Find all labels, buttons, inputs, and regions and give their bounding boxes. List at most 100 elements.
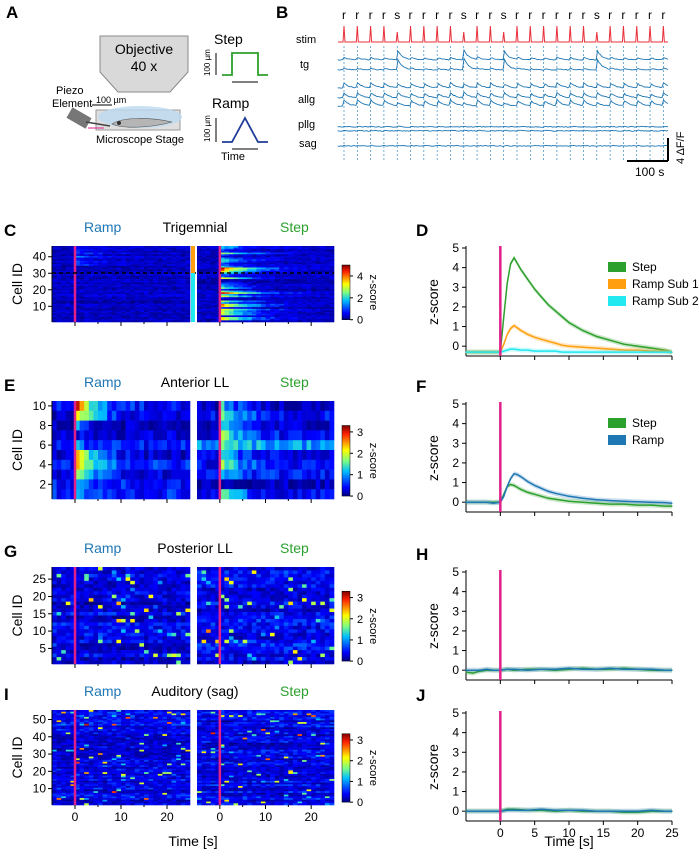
heatmap-cell	[153, 594, 159, 599]
heatmap-cell	[111, 292, 117, 295]
heatmap-cell	[274, 489, 280, 500]
heatmap-cell	[121, 300, 126, 303]
heatmap-cell	[228, 295, 234, 298]
heatmap-cell	[233, 605, 239, 609]
heatmap-cell	[228, 303, 234, 306]
heatmap-cell	[185, 615, 191, 620]
heatmap-cell	[157, 622, 163, 627]
heatmap-cell	[171, 277, 177, 280]
heatmap-cell	[79, 274, 85, 277]
heatmap-cell	[206, 305, 211, 308]
heatmap-cell	[56, 264, 62, 267]
heatmap-cell	[107, 320, 113, 323]
heatmap-cell	[98, 285, 103, 288]
stim-letter: r	[435, 8, 439, 22]
heatmap-cell	[153, 622, 159, 627]
heatmap-cell	[162, 275, 168, 278]
heatmap-cell	[256, 622, 262, 627]
heatmap-cell	[134, 584, 140, 589]
heatmap-cell	[320, 280, 326, 283]
heatmap-cell	[292, 282, 298, 285]
heatmap-cell	[311, 246, 317, 248]
heatmap-cell	[302, 601, 307, 606]
calcium-trace	[337, 57, 669, 71]
heatmap-cell	[176, 636, 182, 641]
heatmap-cell	[256, 320, 262, 323]
heatmap-cell	[167, 255, 172, 258]
heatmap-cell	[324, 632, 330, 637]
heatmap-cell	[201, 260, 207, 263]
heatmap-cell	[228, 257, 234, 260]
heatmap-cell	[288, 577, 294, 582]
heatmap-cell	[157, 279, 163, 281]
heatmap-cell	[274, 313, 280, 316]
heatmap-cell	[171, 598, 177, 602]
heatmap-cell	[185, 587, 191, 592]
heatmap-cell	[292, 250, 298, 253]
heatmap-cell	[56, 625, 62, 630]
heatmap-cell	[70, 643, 76, 647]
heatmap-cell	[171, 307, 177, 310]
colorbar	[341, 425, 351, 497]
heatmap-cell	[116, 657, 122, 661]
heatmap-cell	[297, 293, 303, 296]
heatmap-cell	[324, 489, 330, 500]
heatmap-cell	[102, 285, 108, 288]
heatmap-cell	[162, 269, 168, 272]
heatmap-cell	[180, 580, 186, 585]
heatmap-cell	[70, 420, 76, 431]
heatmap-cell	[176, 580, 182, 585]
heatmap-cell	[157, 292, 163, 295]
heatmap-cell	[111, 295, 117, 298]
heatmap-cell	[61, 650, 67, 654]
heatmap-cell	[219, 293, 225, 296]
heatmap-cell	[130, 260, 136, 263]
heatmap-cell	[306, 249, 312, 252]
heatmap-cell	[148, 264, 154, 267]
heatmap-cell	[219, 275, 225, 278]
heatmap-cell	[329, 284, 335, 286]
heatmap-cell	[197, 287, 202, 290]
heatmap-cell	[84, 284, 90, 286]
heatmap-cell	[302, 420, 307, 431]
heatmap-cell	[102, 310, 108, 313]
heatmap-cell	[52, 591, 57, 596]
heatmap-cell	[315, 297, 321, 300]
heatmap-cell	[297, 262, 303, 265]
heatmap-cell	[251, 584, 257, 589]
heatmap-cell	[111, 598, 117, 602]
heatmap-cell	[176, 577, 182, 582]
heatmap-cell	[88, 260, 94, 263]
colorbar-tick-label: 1	[357, 470, 363, 482]
heatmap-cell	[98, 264, 103, 267]
heatmap-cell	[270, 489, 275, 500]
heatmap-cell	[315, 260, 321, 263]
heatmap-cell	[185, 257, 191, 260]
heatmap-cell	[201, 594, 207, 599]
heatmap-cell	[228, 570, 234, 575]
heatmap-cell	[148, 262, 154, 265]
heatmap-cell	[139, 660, 145, 665]
heatmap-cell	[288, 255, 294, 258]
heatmap-cell	[116, 282, 122, 285]
heatmap-cell	[70, 288, 76, 291]
heatmap-cell	[111, 657, 117, 661]
heatmap-cell	[176, 260, 182, 263]
heatmap-cell	[206, 580, 211, 585]
heatmap-cell	[219, 440, 225, 451]
heatmap-cell	[270, 594, 275, 599]
heatmap-cell	[279, 615, 285, 620]
heatmap-cell	[176, 252, 182, 255]
heatmap-cell	[324, 280, 330, 283]
heatmap-cell	[162, 625, 168, 630]
heatmap-cell	[139, 320, 145, 323]
heatmap-cell	[65, 401, 71, 412]
heatmap-cell	[206, 260, 211, 263]
colorbar-tick-label: 2	[357, 448, 363, 460]
heatmap-cell	[197, 459, 202, 470]
heatmap-cell	[61, 249, 67, 252]
heatmap-cell	[125, 608, 131, 613]
heatmap-cell	[111, 308, 117, 311]
heatmap-cell	[52, 320, 57, 323]
heatmap-cell	[130, 275, 136, 278]
